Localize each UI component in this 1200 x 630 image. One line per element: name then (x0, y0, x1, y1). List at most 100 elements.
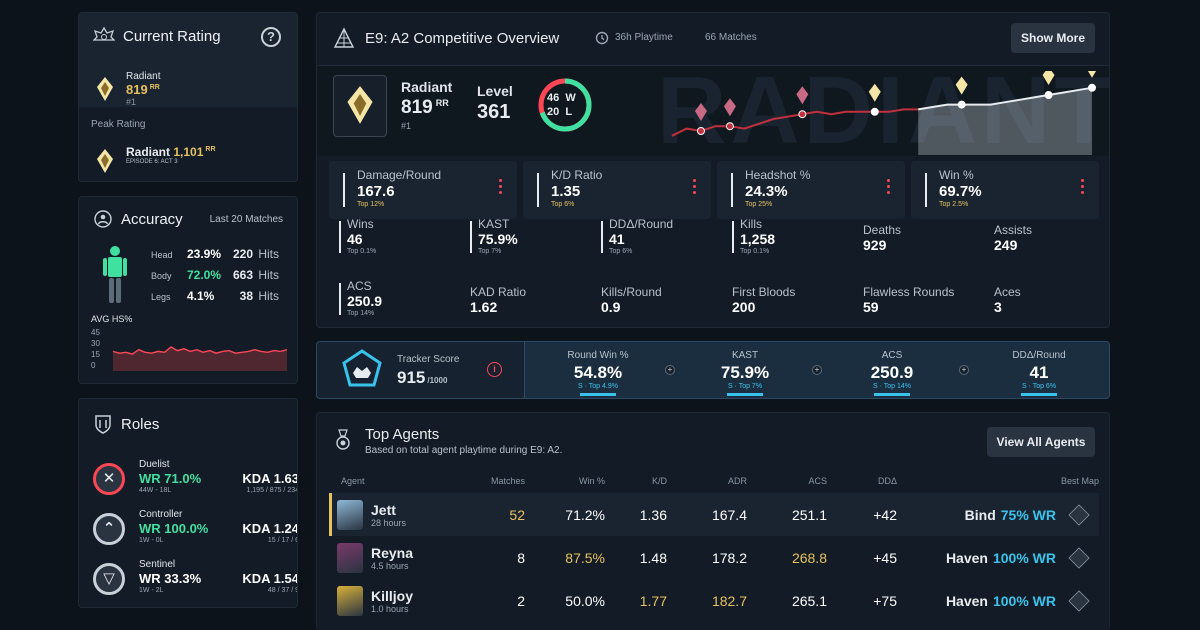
tracker-info-icon[interactable]: i (487, 362, 502, 377)
role-name: Sentinel (139, 559, 176, 570)
agents-col-header[interactable]: DDΔ (877, 476, 897, 486)
stat-menu-icon[interactable] (1081, 179, 1085, 199)
stat-card-0[interactable]: Damage/Round 167.6 Top 12% (329, 161, 517, 219)
accuracy-part-label: Legs (151, 292, 171, 302)
avg-hs-label: AVG HS% (91, 314, 133, 324)
level-value: 361 (477, 101, 511, 123)
losses-count: 20 (547, 106, 560, 118)
mini-stat-value: 3 (994, 299, 1002, 315)
agent-jett-avatar (337, 499, 363, 530)
agent-dd: +42 (873, 506, 897, 523)
tracker-cell-label: DDΔ/Round (1012, 350, 1066, 361)
agents-col-header[interactable]: K/D (651, 476, 667, 486)
mini-stat-label: KAST (478, 217, 510, 231)
role-kda-detail: 1,195 / 875 / 234 (246, 487, 298, 494)
hs-axis-tick: 45 (91, 328, 100, 337)
current-position: #1 (126, 97, 137, 107)
rank-marker-icon (1087, 71, 1097, 78)
agent-reyna-avatar (337, 542, 363, 573)
role-controller[interactable]: ⌃ Controller WR 100.0% 1W - 0L KDA 1.24 15 / … (93, 509, 297, 553)
mini-stat-value: 1,258 (740, 231, 776, 247)
role-record: 44W - 18L (139, 487, 172, 494)
rating-crest-icon (93, 26, 115, 41)
role-duelist[interactable]: ✕ Duelist WR 71.0% 44W - 18L KDA 1.63 1,195 /… (93, 459, 297, 503)
wins-label: W (565, 92, 576, 104)
mini-stat-kills-round: Kills/Round 0.9 (601, 279, 721, 319)
mini-stat-first-bloods: First Bloods 200 (732, 279, 852, 319)
peak-rating-label: Peak Rating (91, 119, 146, 130)
tracker-cell-rank: S · Top 14% (872, 383, 911, 390)
mini-stat-label: Assists (994, 223, 1033, 237)
radiant-rank-icon (97, 77, 113, 101)
stat-card-1[interactable]: K/D Ratio 1.35 Top 6% (523, 161, 711, 219)
overview-playtime: 36h Playtime (615, 32, 673, 43)
role-winrate: WR 33.3% (139, 571, 202, 586)
mini-stat-flawless-rounds: Flawless Rounds 59 (863, 279, 983, 319)
mini-stat-rank: Top 7% (478, 248, 502, 255)
peak-radiant-icon (97, 149, 113, 173)
mini-stat-bar (732, 221, 734, 253)
roles-shield-icon (95, 415, 111, 434)
agent-name: Jett (371, 501, 396, 518)
avg-hs-chart (113, 346, 287, 371)
agent-row-reyna[interactable]: Reyna 4.5 hours 8 87.5% 1.48 178.2 268.8 +45 Hav… (329, 536, 1099, 579)
agent-matches: 52 (509, 506, 525, 523)
rank-marker-icon (796, 86, 809, 105)
top-agents-card: Top Agents Based on total agent playtime… (316, 412, 1110, 630)
agent-row-jett[interactable]: Jett 28 hours 52 71.2% 1.36 167.4 251.1 +42 Bind… (329, 493, 1099, 536)
mini-stat-aces: Aces 3 (994, 279, 1109, 319)
stat-value: 167.6 (357, 183, 395, 200)
mini-stat-rank: Top 6% (609, 248, 633, 255)
overview-rr-unit: RR (435, 97, 449, 108)
current-rank-name: Radiant (126, 71, 161, 82)
rr-marker (798, 110, 807, 119)
agent-hours: 4.5 hours (371, 560, 409, 571)
mini-stat-rank: Top 14% (347, 310, 375, 317)
stat-card-3[interactable]: Win % 69.7% Top 2.5% (911, 161, 1099, 219)
stat-rank: Top 12% (357, 201, 385, 208)
mini-stat-label: DDΔ/Round (609, 217, 674, 231)
agent-acs: 265.1 (791, 592, 827, 609)
peak-episode: EPISODE 6: ACT 3 (126, 159, 178, 165)
agents-col-header[interactable]: Best Map (1060, 476, 1099, 486)
role-name: Controller (139, 509, 183, 520)
agent-best-map: Bind 75% WR (897, 493, 1099, 536)
view-all-agents-button[interactable]: View All Agents (987, 427, 1095, 457)
role-sentinel[interactable]: ▽ Sentinel WR 33.3% 1W - 2L KDA 1.54 48 / 37 … (93, 559, 297, 603)
tracker-score-max: /1000 (427, 376, 448, 385)
rr-marker (725, 122, 734, 131)
tracker-score-value: 915 (397, 368, 426, 387)
best-map-wr: 100% WR (992, 592, 1056, 609)
stat-card-2[interactable]: Headshot % 24.3% Top 25% (717, 161, 905, 219)
agents-col-header[interactable]: Agent (341, 476, 365, 486)
stat-rank: Top 6% (551, 201, 575, 208)
mini-stat-deaths: Deaths 929 (863, 217, 983, 257)
overview-rr: 819 (401, 97, 433, 118)
stat-menu-icon[interactable] (499, 179, 503, 199)
role-kda-detail: 15 / 17 / 6 (267, 537, 298, 544)
current-rr: 819 (126, 82, 148, 97)
agents-col-header[interactable]: ADR (727, 476, 747, 486)
overview-title: E9: A2 Competitive Overview (365, 30, 560, 47)
tracker-cell-0: Round Win % 54.8% S · Top 4.9% (528, 342, 668, 398)
mini-stat-label: ACS (347, 279, 372, 293)
stat-label: Damage/Round (357, 168, 442, 182)
mini-stat-value: 1.62 (470, 299, 498, 315)
agent-row-killjoy[interactable]: Killjoy 1.0 hours 2 50.0% 1.77 182.7 265.1 +75 H… (329, 579, 1099, 622)
agents-col-header[interactable]: Win % (578, 476, 605, 486)
agents-col-header[interactable]: ACS (808, 476, 827, 486)
tracker-cell-rank: S · Top 6% (1021, 383, 1057, 390)
tracker-cell-underline (727, 393, 763, 396)
stat-menu-icon[interactable] (693, 179, 697, 199)
stat-menu-icon[interactable] (887, 179, 891, 199)
help-icon[interactable]: ? (261, 27, 281, 47)
agents-col-header[interactable]: Matches (490, 476, 525, 486)
tracker-cell-underline (580, 393, 616, 396)
accuracy-hits-label: Hits (258, 247, 279, 261)
show-more-button[interactable]: Show More (1011, 23, 1095, 53)
mini-stat-rank: Top 0.1% (740, 248, 770, 255)
agent-cell: Jett 28 hours (329, 493, 459, 536)
rr-marker (696, 127, 705, 135)
stat-rank: Top 2.5% (939, 201, 969, 208)
mini-stat-value: 249 (994, 237, 1018, 253)
